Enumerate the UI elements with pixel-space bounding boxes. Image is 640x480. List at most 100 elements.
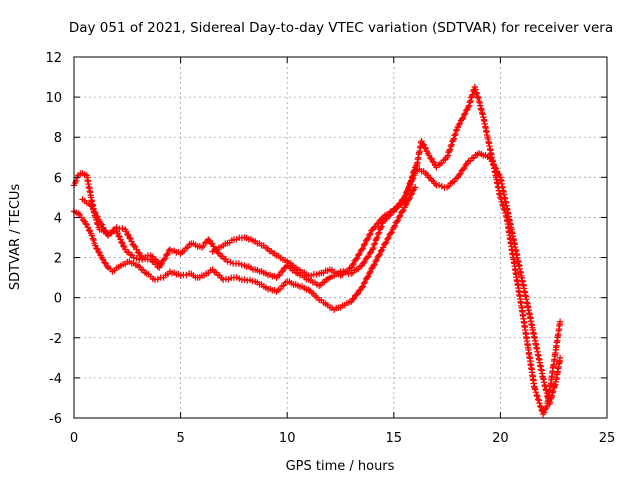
- data-points: [70, 83, 564, 418]
- data-point: [350, 260, 357, 268]
- data-point: [409, 172, 416, 180]
- data-point: [532, 389, 540, 396]
- data-point: [384, 235, 391, 243]
- data-point: [486, 154, 493, 161]
- data-point: [360, 241, 368, 249]
- data-point: [183, 271, 190, 279]
- data-point: [224, 258, 231, 265]
- data-point: [407, 191, 415, 199]
- data-point: [473, 89, 480, 96]
- data-point: [457, 170, 464, 177]
- data-point: [85, 226, 93, 234]
- data-point: [537, 403, 545, 411]
- data-point: [365, 253, 372, 260]
- data-point: [408, 174, 415, 181]
- data-point: [419, 140, 426, 148]
- data-point: [93, 245, 100, 252]
- data-point: [411, 166, 418, 174]
- data-point: [371, 261, 378, 268]
- data-point: [349, 296, 356, 303]
- data-point: [541, 406, 549, 413]
- data-point: [120, 242, 127, 250]
- y-tick-label: 10: [45, 91, 62, 106]
- data-point: [88, 232, 96, 239]
- data-point: [408, 190, 416, 197]
- data-point: [556, 354, 564, 362]
- data-point: [367, 230, 374, 238]
- data-point: [360, 280, 368, 287]
- data-point: [395, 213, 403, 221]
- data-point: [467, 97, 474, 105]
- data-point: [361, 258, 368, 266]
- data-point: [532, 386, 539, 393]
- data-point: [355, 252, 362, 259]
- data-point: [156, 260, 163, 267]
- data-point: [89, 235, 96, 242]
- data-point: [101, 259, 108, 266]
- data-point: [540, 409, 548, 416]
- data-point: [177, 272, 184, 279]
- data-point: [474, 93, 481, 100]
- data-point: [495, 170, 502, 178]
- data-point: [407, 177, 415, 184]
- data-point: [409, 187, 417, 194]
- data-point: [462, 110, 469, 117]
- data-point: [491, 164, 499, 171]
- data-point: [489, 160, 497, 168]
- data-point: [361, 240, 369, 248]
- data-point: [349, 262, 356, 269]
- data-point: [447, 142, 455, 150]
- data-point: [411, 184, 419, 191]
- data-point: [126, 234, 133, 242]
- data-point: [387, 230, 394, 237]
- data-point: [370, 241, 378, 249]
- data-point: [469, 91, 476, 98]
- data-point: [365, 273, 372, 280]
- data-point: [124, 230, 131, 238]
- data-point: [238, 261, 245, 269]
- data-point: [359, 283, 367, 290]
- data-point: [358, 284, 366, 291]
- data-point: [460, 111, 468, 119]
- x-tick-label: 5: [176, 431, 184, 446]
- data-point: [160, 256, 168, 263]
- data-point: [533, 391, 540, 399]
- data-point: [407, 179, 414, 186]
- data-point: [370, 244, 377, 252]
- x-tick-label: 25: [599, 431, 616, 446]
- data-point: [101, 226, 108, 234]
- data-point: [421, 144, 428, 151]
- data-point: [90, 236, 97, 244]
- data-point: [405, 183, 413, 191]
- data-point: [459, 114, 467, 122]
- x-tick-label: 20: [492, 431, 509, 446]
- data-point: [535, 397, 542, 404]
- y-tick-label: -6: [49, 412, 62, 427]
- x-axis-label: GPS time / hours: [286, 459, 395, 474]
- data-point: [361, 278, 369, 286]
- data-point: [451, 132, 458, 139]
- data-point: [205, 236, 212, 243]
- data-point: [93, 212, 100, 219]
- data-point: [403, 189, 411, 197]
- data-point: [369, 246, 376, 253]
- data-point: [227, 259, 234, 266]
- y-tick-label: -2: [49, 332, 62, 347]
- data-point: [374, 234, 381, 241]
- data-point: [455, 121, 463, 129]
- data-point: [354, 290, 362, 297]
- data-point: [391, 222, 399, 230]
- x-tick-label: 10: [279, 431, 296, 446]
- y-tick-label: 6: [54, 171, 62, 186]
- data-point: [458, 115, 466, 123]
- data-point: [404, 188, 411, 195]
- data-point: [366, 249, 374, 257]
- data-point: [385, 234, 392, 242]
- data-point: [406, 180, 413, 187]
- data-point: [403, 191, 410, 198]
- data-point: [373, 256, 380, 264]
- data-point: [365, 235, 372, 242]
- data-point: [382, 240, 389, 247]
- y-tick-label: 8: [54, 131, 62, 146]
- data-point: [370, 262, 377, 269]
